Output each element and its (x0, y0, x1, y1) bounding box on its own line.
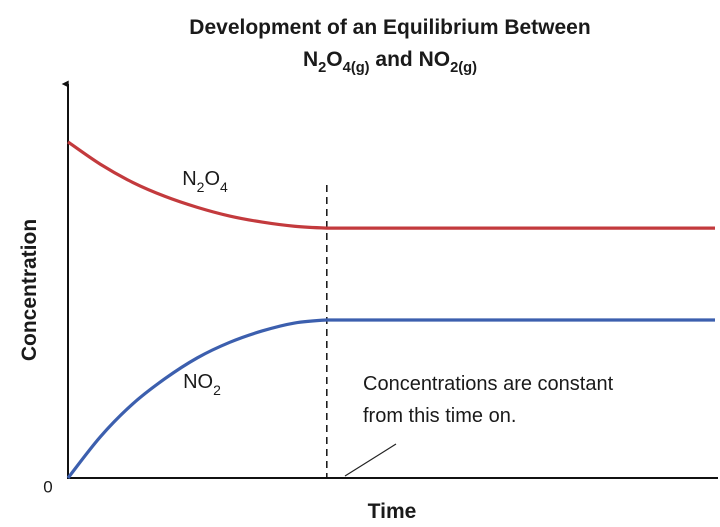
chart-title: N2O4(g) and NO2(g) (303, 48, 477, 76)
x-axis-label: Time (368, 500, 417, 523)
y-axis-label: Concentration (18, 219, 41, 361)
annotation: Concentrations are constant (363, 373, 614, 395)
series-line (66, 318, 715, 479)
annotation-leader (344, 443, 397, 477)
chart-title: Development of an Equilibrium Between (189, 16, 590, 39)
annotation: from this time on. (363, 405, 516, 427)
series-label: NO2 (183, 371, 221, 397)
series-line (67, 140, 715, 230)
y-tick-label: 0 (43, 477, 52, 496)
series-label: N2O4 (182, 168, 228, 194)
